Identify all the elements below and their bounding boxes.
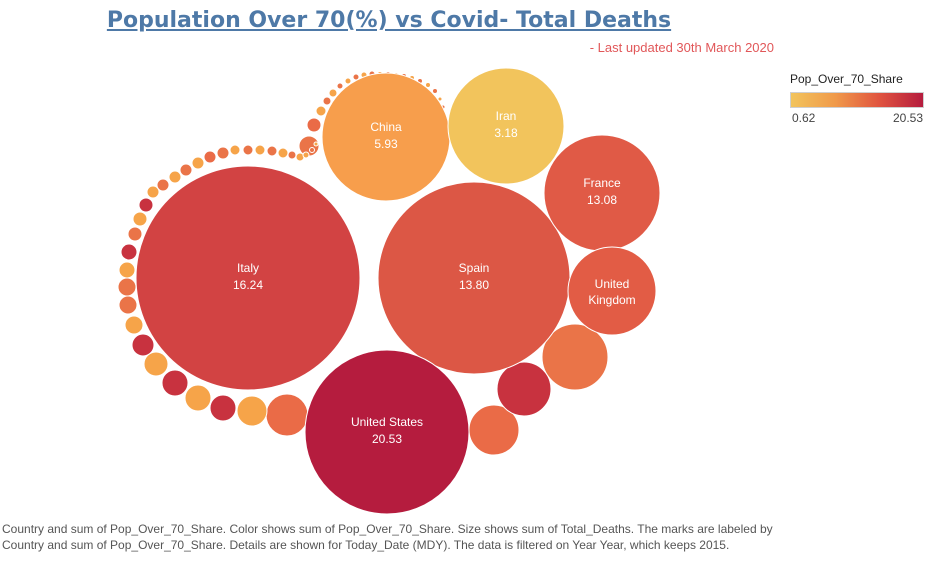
bubble-label-united-kingdom: Kingdom (588, 293, 635, 307)
chart-title: Population Over 70(%) vs Covid- Total De… (106, 8, 672, 33)
bubble-small[interactable] (287, 150, 297, 160)
bubble-value-china: 5.93 (374, 137, 398, 151)
legend-scale: 0.62 20.53 (790, 111, 925, 127)
bubble-small[interactable] (131, 333, 155, 357)
bubble-small[interactable] (336, 82, 344, 90)
bubble-small[interactable] (242, 144, 254, 156)
bubble-small[interactable] (184, 384, 212, 412)
bubble-label-china: China (370, 120, 402, 134)
bubble-label-france: France (583, 176, 621, 190)
bubble-value-iran: 3.18 (494, 126, 518, 140)
bubble-small[interactable] (313, 141, 319, 147)
bubble-small[interactable] (138, 197, 154, 213)
bubble-small[interactable] (541, 323, 609, 391)
bubble-small[interactable] (216, 146, 230, 160)
bubble-label-spain: Spain (459, 261, 490, 275)
bubble-small[interactable] (302, 151, 310, 159)
chart-caption: Country and sum of Pop_Over_70_Share. Co… (2, 522, 773, 552)
bubble-small[interactable] (179, 163, 193, 177)
bubble-label-iran: Iran (496, 109, 517, 123)
bubble-small[interactable] (306, 117, 322, 133)
bubble-small[interactable] (236, 395, 268, 427)
bubbles-layer (117, 67, 661, 515)
bubble-united-kingdom[interactable] (567, 246, 657, 336)
bubble-small[interactable] (118, 295, 138, 315)
bubble-small[interactable] (146, 185, 160, 199)
bubble-small[interactable] (277, 147, 289, 159)
bubble-value-france: 13.08 (587, 193, 617, 207)
bubble-small[interactable] (203, 150, 217, 164)
bubble-iran[interactable] (447, 67, 565, 185)
bubble-small[interactable] (124, 315, 144, 335)
legend-min-label: 0.62 (792, 111, 816, 125)
bubble-value-italy: 16.24 (233, 278, 263, 292)
bubble-small[interactable] (254, 144, 266, 156)
bubble-small[interactable] (344, 77, 352, 85)
bubble-small[interactable] (117, 277, 137, 297)
bubble-italy[interactable] (135, 165, 361, 391)
bubble-small[interactable] (156, 178, 170, 192)
bubble-small[interactable] (425, 82, 431, 88)
bubble-small[interactable] (496, 361, 552, 417)
bubble-small[interactable] (143, 351, 169, 377)
legend-max-label: 20.53 (892, 111, 923, 125)
bubble-value-spain: 13.80 (459, 278, 489, 292)
bubble-small[interactable] (328, 88, 338, 98)
bubble-small[interactable] (265, 393, 309, 437)
chart-subtitle: - Last updated 30th March 2020 (589, 40, 774, 55)
color-legend: Pop_Over_70_Share 0.62 20.53 (790, 72, 925, 127)
bubble-small[interactable] (315, 105, 327, 117)
bubble-small[interactable] (209, 394, 237, 422)
bubble-small[interactable] (191, 156, 205, 170)
legend-gradient-bar (790, 92, 924, 108)
bubble-small[interactable] (168, 170, 182, 184)
bubble-label-united-states: United States (351, 415, 423, 429)
bubble-small[interactable] (118, 261, 136, 279)
bubble-label-united-kingdom: United (595, 277, 630, 291)
bubble-small[interactable] (120, 243, 138, 261)
labels-layer: Italy 16.24 Spain 13.80 United States 20.53 Ch… (233, 109, 636, 446)
bubble-small[interactable] (127, 226, 143, 242)
bubble-small[interactable] (432, 88, 438, 94)
bubble-small[interactable] (266, 145, 278, 157)
bubble-small[interactable] (161, 369, 189, 397)
bubble-label-italy: Italy (237, 261, 259, 275)
bubble-small[interactable] (309, 147, 315, 153)
legend-title: Pop_Over_70_Share (790, 72, 903, 86)
bubble-small[interactable] (132, 211, 148, 227)
bubble-value-united-states: 20.53 (372, 432, 402, 446)
bubble-chart: Italy 16.24 Spain 13.80 United States 20.53 Ch… (117, 67, 661, 515)
bubble-united-states[interactable] (304, 349, 470, 515)
bubble-small[interactable] (322, 96, 332, 106)
bubble-small[interactable] (229, 144, 241, 156)
